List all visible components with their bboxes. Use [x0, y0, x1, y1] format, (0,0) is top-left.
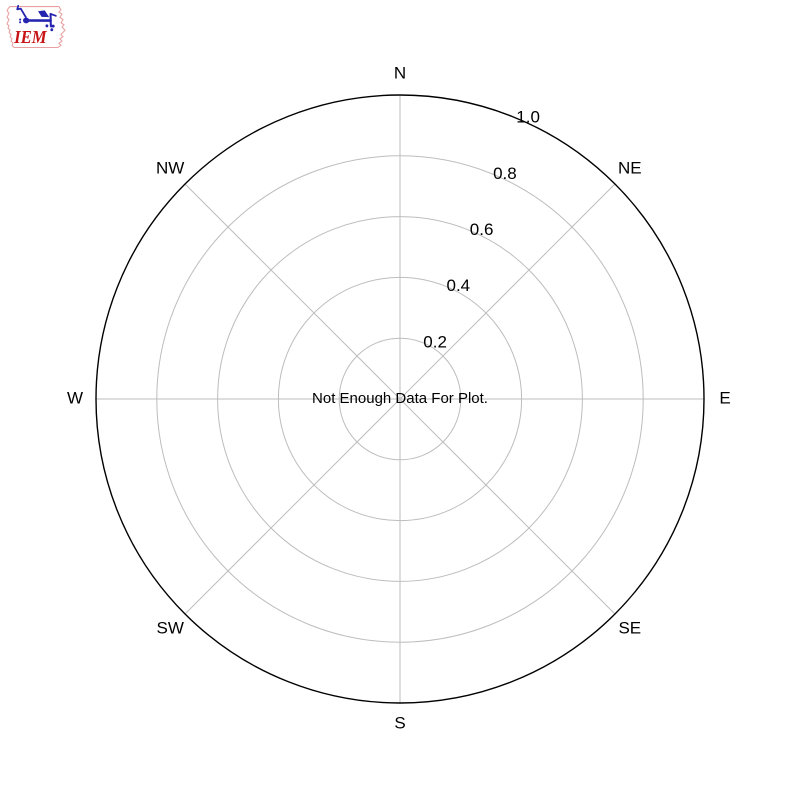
svg-text:0.8: 0.8: [493, 164, 517, 183]
svg-text:S: S: [394, 713, 405, 732]
svg-text:SW: SW: [157, 618, 184, 637]
svg-text:1.0: 1.0: [516, 108, 540, 127]
svg-text:NW: NW: [156, 159, 184, 178]
svg-text:NE: NE: [618, 159, 642, 178]
svg-text:N: N: [394, 63, 406, 82]
svg-text:E: E: [719, 388, 730, 407]
svg-text:IEM: IEM: [13, 27, 48, 48]
svg-text:SE: SE: [618, 618, 641, 637]
svg-text:W: W: [67, 388, 83, 407]
svg-text:Not Enough Data For Plot.: Not Enough Data For Plot.: [312, 390, 488, 407]
svg-text:0.2: 0.2: [423, 332, 447, 351]
svg-text:0.6: 0.6: [470, 220, 494, 239]
svg-text:0.4: 0.4: [447, 276, 471, 295]
